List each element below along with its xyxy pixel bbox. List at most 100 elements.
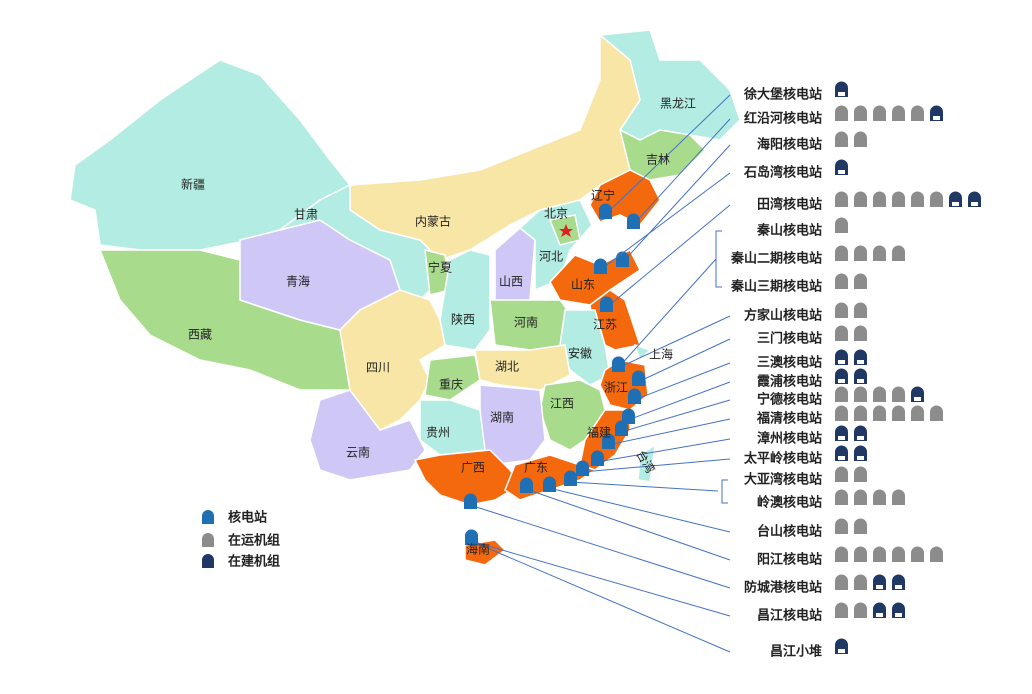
province-label: 北京	[544, 207, 568, 221]
connector	[604, 94, 731, 216]
province-label: 浙江	[604, 381, 628, 395]
province-label: 山西	[499, 275, 523, 289]
province-label: 安徽	[568, 346, 592, 361]
operating-unit	[854, 405, 867, 421]
province-label: 湖南	[490, 410, 514, 425]
station-marker	[600, 296, 613, 312]
operating-unit	[930, 546, 943, 562]
construction-unit-window	[895, 585, 902, 589]
station-name: 秦山二期核电站	[730, 251, 822, 267]
station-name: 方家山核电站	[744, 308, 822, 324]
operating-unit	[835, 105, 848, 121]
operating-unit	[835, 518, 848, 534]
connector	[548, 487, 731, 533]
operating-unit	[892, 105, 905, 121]
connector	[621, 144, 731, 264]
operating-unit	[835, 489, 848, 505]
province	[424, 354, 481, 401]
province-label: 江西	[550, 397, 574, 411]
station-marker	[594, 258, 607, 274]
station-name: 太平岭核电站	[743, 451, 822, 467]
province-label: 黑龙江	[660, 97, 696, 111]
province-label: 河南	[514, 315, 538, 330]
operating-unit	[873, 405, 886, 421]
operating-unit	[835, 602, 848, 618]
construction-unit-window	[933, 116, 940, 120]
operating-unit	[835, 546, 848, 562]
province-label: 上海	[649, 347, 673, 362]
operating-unit	[835, 191, 848, 207]
station-name: 红沿河核电站	[744, 111, 822, 127]
operating-unit	[892, 405, 905, 421]
station-marker	[591, 450, 604, 466]
operating-unit	[873, 489, 886, 505]
province-label: 内蒙古	[415, 214, 451, 229]
province-label: 西藏	[188, 328, 212, 342]
construction-unit-window	[838, 649, 845, 653]
station-name: 防城港核电站	[744, 580, 822, 596]
operating-unit	[873, 105, 886, 121]
construction-unit-window	[838, 379, 845, 383]
legend-construction-icon	[202, 554, 214, 568]
construction-unit-window	[838, 92, 845, 96]
operating-unit	[835, 386, 848, 402]
bracket	[715, 230, 722, 288]
legend: 核电站 在运机组 在建机组	[202, 510, 280, 570]
operating-unit	[911, 405, 924, 421]
operating-unit	[854, 131, 867, 147]
connector	[596, 438, 731, 463]
station-marker	[543, 476, 556, 492]
operating-unit	[854, 518, 867, 534]
province-label: 贵州	[426, 426, 450, 440]
province	[474, 344, 571, 391]
province	[494, 227, 536, 311]
connector	[637, 338, 731, 383]
station-name: 漳州核电站	[757, 431, 822, 447]
operating-unit	[911, 191, 924, 207]
construction-unit-window	[971, 202, 978, 206]
operating-unit	[854, 105, 867, 121]
operating-unit	[835, 574, 848, 590]
connector	[607, 418, 731, 446]
construction-unit-window	[838, 360, 845, 364]
province-label: 云南	[346, 445, 370, 460]
connector	[617, 258, 717, 369]
bracket	[721, 479, 728, 504]
operating-unit	[854, 386, 867, 402]
operating-unit	[911, 546, 924, 562]
operating-unit	[835, 217, 848, 233]
operating-unit	[854, 602, 867, 618]
station-name: 阳江核电站	[757, 552, 822, 568]
province	[309, 389, 426, 481]
station-marker	[615, 420, 628, 436]
station-marker	[627, 213, 640, 229]
province-label: 辽宁	[591, 188, 615, 203]
province-label: 福建	[587, 425, 611, 440]
operating-unit	[892, 489, 905, 505]
connector	[605, 204, 731, 309]
operating-unit	[835, 325, 848, 341]
station-marker	[628, 388, 641, 404]
operating-unit	[835, 466, 848, 482]
connector	[599, 172, 731, 271]
construction-unit-window	[838, 436, 845, 440]
station-marker	[622, 408, 635, 424]
legend-label: 在运机组	[228, 533, 280, 549]
operating-unit	[854, 302, 867, 318]
province-label: 广西	[461, 461, 485, 475]
province-label: 河北	[539, 250, 563, 264]
station-name: 岭澳核电站	[757, 495, 822, 511]
station-marker	[465, 529, 478, 545]
station-name: 海阳核电站	[757, 137, 822, 153]
construction-unit-window	[952, 202, 959, 206]
operating-unit	[873, 191, 886, 207]
station-name: 霞浦核电站	[757, 374, 822, 390]
connector	[581, 458, 731, 473]
province-label: 青海	[286, 274, 310, 289]
construction-unit-window	[838, 456, 845, 460]
province-label: 重庆	[439, 378, 463, 392]
station-marker	[632, 370, 645, 386]
operating-unit	[835, 302, 848, 318]
station-marker	[599, 203, 612, 219]
operating-unit	[892, 386, 905, 402]
